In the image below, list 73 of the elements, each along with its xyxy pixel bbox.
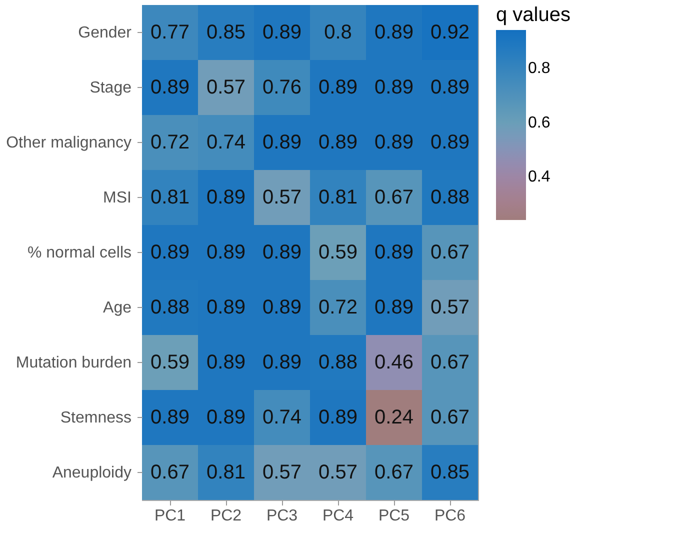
data-label: 0.89 (150, 76, 190, 98)
data-label: 0.89 (318, 132, 358, 154)
data-label: 0.88 (318, 352, 358, 374)
data-label: 0.77 (150, 22, 190, 44)
y-tick-label: Mutation burden (16, 354, 132, 372)
x-tick-label: PC3 (266, 508, 298, 524)
color-bar-label: 0.4 (528, 168, 550, 186)
y-tick-label: Age (103, 300, 132, 316)
data-label: 0.74 (206, 132, 246, 154)
legend-title: q values (496, 4, 570, 26)
color-bar-label: 0.6 (528, 114, 550, 132)
data-label: 0.88 (150, 296, 190, 318)
y-tick-label: MSI (103, 190, 132, 206)
data-label: 0.89 (374, 242, 414, 264)
data-label: 0.89 (318, 406, 358, 428)
data-label: 0.59 (318, 242, 358, 264)
x-tick-label: PC1 (154, 508, 186, 524)
data-label: 0.89 (206, 406, 246, 428)
data-label: 0.67 (430, 352, 470, 374)
data-label: 0.74 (262, 406, 302, 428)
data-label: 0.24 (374, 406, 414, 428)
data-label: 0.89 (374, 76, 414, 98)
data-label: 0.88 (430, 186, 470, 208)
data-label: 0.81 (206, 462, 246, 484)
data-label: 0.89 (262, 242, 302, 264)
data-label: 0.89 (262, 352, 302, 374)
data-label: 0.72 (318, 296, 358, 318)
data-label: 0.67 (150, 462, 190, 484)
data-label: 0.8 (324, 22, 352, 44)
data-label: 0.89 (262, 132, 302, 154)
data-label: 0.81 (318, 186, 358, 208)
data-label: 0.89 (206, 296, 246, 318)
data-label: 0.89 (374, 296, 414, 318)
data-label: 0.67 (374, 186, 414, 208)
x-tick-label: PC4 (322, 508, 354, 524)
y-tick-label: Stage (90, 80, 132, 96)
data-label: 0.67 (430, 406, 470, 428)
data-label: 0.76 (262, 76, 302, 98)
data-label: 0.89 (150, 406, 190, 428)
data-label: 0.57 (262, 186, 302, 208)
data-label: 0.92 (430, 22, 470, 44)
data-label: 0.89 (150, 242, 190, 264)
y-tick-label: Other malignancy (6, 134, 132, 152)
data-label: 0.57 (318, 462, 358, 484)
data-label: 0.89 (374, 132, 414, 154)
data-label: 0.89 (206, 352, 246, 374)
data-label: 0.89 (206, 186, 246, 208)
data-label: 0.89 (206, 242, 246, 264)
x-tick-label: PC6 (434, 508, 466, 524)
x-tick-label: PC2 (210, 508, 242, 524)
x-tick-label: PC5 (378, 508, 410, 524)
data-label: 0.67 (374, 462, 414, 484)
y-tick-label: % normal cells (27, 244, 132, 262)
y-tick-label: Gender (78, 24, 132, 42)
data-label: 0.89 (318, 76, 358, 98)
color-bar-label: 0.8 (528, 60, 550, 77)
data-label: 0.67 (430, 242, 470, 264)
data-label: 0.89 (374, 22, 414, 44)
data-label: 0.85 (430, 462, 470, 484)
data-label: 0.57 (206, 76, 246, 98)
data-label: 0.81 (150, 186, 190, 208)
data-label: 0.89 (430, 76, 470, 98)
data-label: 0.57 (262, 462, 302, 484)
data-label: 0.85 (206, 22, 246, 44)
y-tick-label: Aneuploidy (52, 464, 132, 482)
data-label: 0.46 (374, 352, 414, 374)
data-label: 0.57 (430, 296, 470, 318)
data-label: 0.89 (430, 132, 470, 154)
data-label: 0.72 (150, 132, 190, 154)
data-label: 0.89 (262, 22, 302, 44)
data-label: 0.59 (150, 352, 190, 374)
y-tick-label: Stemness (60, 410, 132, 426)
data-label: 0.89 (262, 296, 302, 318)
